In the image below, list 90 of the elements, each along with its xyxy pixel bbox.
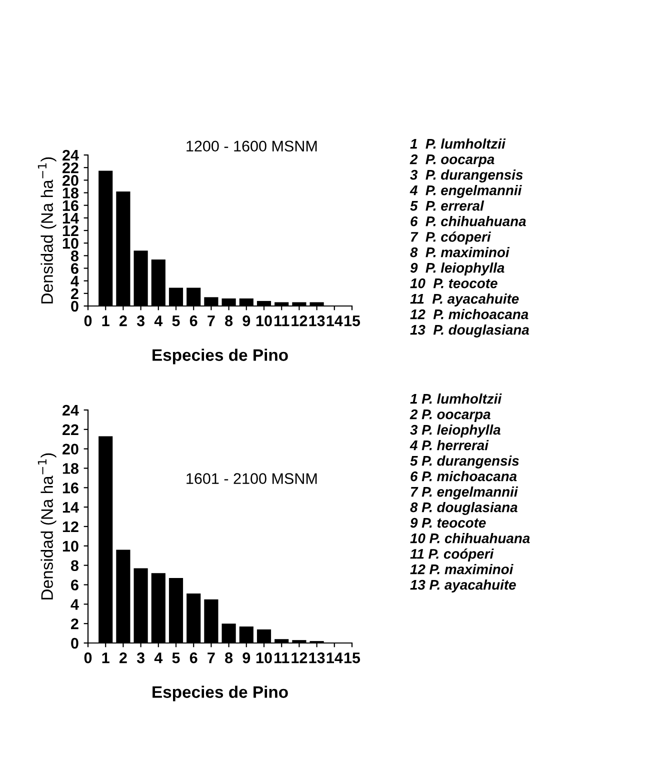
- x-tick-label: 2: [119, 652, 127, 664]
- x-tick-label: 14: [326, 316, 343, 326]
- x-tick-label: 10: [256, 315, 272, 326]
- x-tick-label: 3: [136, 652, 144, 664]
- text: 2 P. oocarpa: [410, 154, 494, 167]
- text: 9 P. leiophylla: [410, 262, 504, 276]
- y-tick-label: 6: [71, 263, 78, 274]
- y-tick-label: 16: [62, 482, 78, 494]
- text: 4 P. herrerai: [410, 440, 489, 450]
- x-tick-label: 3: [136, 315, 144, 326]
- x-tick-label: 13: [309, 652, 325, 664]
- text: 6 P. chihuahuana: [410, 216, 526, 226]
- x-tick-label: 13: [309, 315, 325, 326]
- x-tick-label: 15: [344, 652, 360, 664]
- x-tick-label: 8: [225, 652, 233, 664]
- text: 8 P. maximinoi: [410, 247, 510, 258]
- y-tick-label: 22: [62, 162, 78, 174]
- x-tick-label: 12: [292, 315, 308, 326]
- x-tick-label: 7: [208, 652, 215, 664]
- y-tick-label: 0: [71, 638, 78, 649]
- y-tick-label: 2: [71, 288, 78, 299]
- text: 10 P. teocote: [410, 278, 498, 288]
- text: 11 P. ayacahuite: [410, 294, 519, 306]
- y-tick-label: 22: [62, 424, 78, 435]
- text: 5 P. erreral: [410, 200, 484, 211]
- y-tick-label: 18: [62, 188, 79, 198]
- y-tick-label: 18: [62, 463, 79, 474]
- text: 8 P. douglasiana: [410, 502, 518, 515]
- text: 13 P. ayacahuite: [410, 580, 516, 592]
- y-tick-label: 8: [70, 250, 79, 262]
- x-tick-label: 6: [190, 652, 198, 664]
- y-tick-label: 20: [62, 175, 78, 186]
- x-axis-title: Especies de Pino: [152, 348, 288, 364]
- text: 1200 - 1600 MSNM: [186, 140, 317, 152]
- text: 6 P. michoacana: [410, 471, 517, 482]
- text: 12 P. maximinoi: [410, 564, 514, 574]
- y-axis-title: Densidad (Na ha$^{−1}$): [38, 453, 56, 600]
- text: 10 P. chihuahuana: [410, 533, 530, 544]
- x-tick-label: 9: [242, 315, 250, 326]
- x-tick-label: 5: [172, 652, 180, 664]
- y-tick-label: 4: [70, 276, 79, 286]
- x-tick-label: 10: [256, 652, 272, 664]
- text: 1 P. lumholtzii: [410, 394, 502, 404]
- x-tick-label: 1: [102, 652, 110, 664]
- y-tick-label: 12: [62, 521, 78, 532]
- x-tick-label: 4: [154, 316, 163, 326]
- y-tick-label: 12: [62, 225, 78, 236]
- y-tick-label: 24: [62, 150, 79, 161]
- x-tick-label: 0: [84, 315, 92, 326]
- x-tick-label: 11: [274, 652, 290, 664]
- x-tick-label: 6: [190, 315, 198, 326]
- annotation: 1601 - 2100 MSNM: [186, 473, 317, 484]
- text: 4 P. engelmannii: [410, 185, 522, 198]
- x-axis-title: Especies de Pino: [152, 686, 288, 702]
- x-tick-label: 4: [154, 652, 163, 664]
- x-tick-label: 14: [326, 652, 343, 664]
- x-tick-label: 15: [344, 316, 360, 326]
- y-tick-label: 14: [62, 502, 79, 513]
- x-tick-label: 0: [84, 652, 92, 664]
- x-tick-label: 11: [274, 316, 290, 326]
- text: 5 P. durangensis: [410, 456, 519, 468]
- text: 13 P. douglasiana: [410, 324, 529, 338]
- text: 12 P. michoacana: [410, 309, 528, 320]
- y-tick-label: 10: [62, 238, 78, 249]
- x-tick-label: 9: [242, 652, 250, 664]
- y-tick-label: 6: [71, 580, 78, 590]
- y-tick-label: 20: [62, 444, 78, 455]
- x-tick-label: 8: [225, 315, 233, 326]
- x-tick-label: 5: [172, 316, 180, 326]
- text: 3 P. leiophylla: [410, 424, 500, 438]
- y-tick-label: 4: [70, 599, 79, 610]
- text: 7 P. engelmannii: [410, 486, 518, 500]
- y-tick-label: 2: [71, 618, 78, 630]
- text: 9 P. teocote: [410, 518, 486, 528]
- y-tick-label: 8: [70, 560, 79, 572]
- text: 2 P. oocarpa: [410, 409, 490, 422]
- y-tick-label: 14: [62, 212, 79, 224]
- y-tick-label: 10: [62, 540, 78, 552]
- y-axis-title: Densidad (Na ha$^{−1}$): [38, 157, 56, 304]
- text: 3 P. durangensis: [410, 170, 523, 182]
- x-tick-label: 12: [292, 652, 308, 664]
- x-tick-label: 2: [119, 315, 127, 326]
- text: 1 P. lumholtzii: [410, 138, 506, 149]
- x-tick-label: 1: [102, 316, 110, 326]
- text: 11 P. coóperi: [410, 548, 494, 562]
- y-tick-label: 16: [62, 200, 78, 212]
- y-tick-label: 0: [71, 300, 78, 312]
- y-tick-label: 24: [62, 404, 79, 416]
- x-tick-label: 7: [208, 316, 215, 326]
- text: 7 P. cóoperi: [410, 231, 492, 245]
